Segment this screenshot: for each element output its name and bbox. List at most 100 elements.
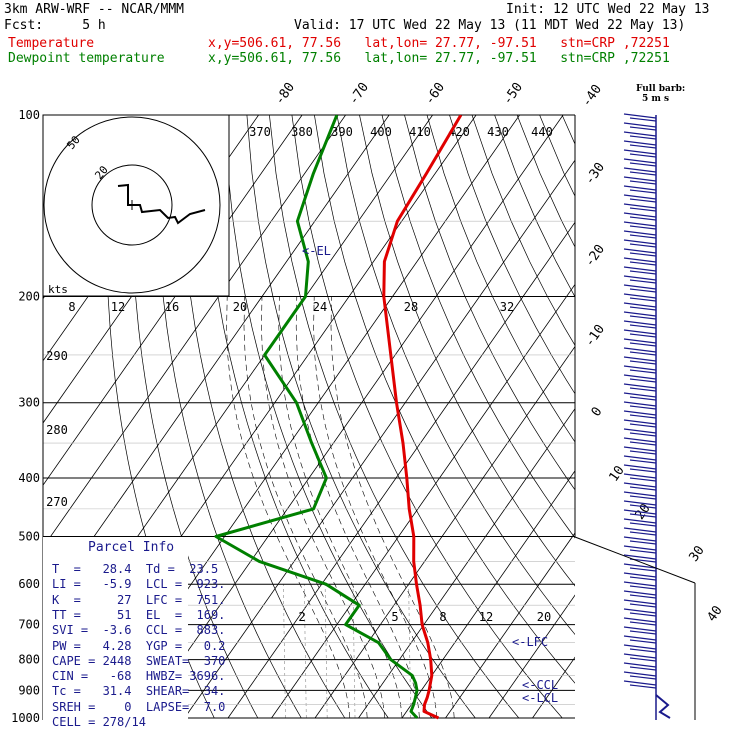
mixing-ratio-label: 12 [479, 610, 493, 624]
temperature-line [382, 115, 463, 720]
wind-barb [623, 185, 657, 194]
wind-barb [623, 392, 657, 401]
sounding-profiles [214, 115, 463, 720]
mixing-ratio-label: 20 [233, 300, 247, 314]
valid-time: Valid: 17 UTC Wed 22 May 13 (11 MDT Wed … [294, 18, 686, 33]
wind-barb [623, 554, 657, 563]
wind-barb [623, 293, 657, 302]
lfc-marker: <-LFC [512, 635, 548, 649]
isotherm-label: -50 [500, 80, 526, 108]
isotherm-label: -40 [579, 82, 605, 110]
isotherm-line [184, 159, 575, 719]
wind-barb [623, 176, 657, 185]
isotherm-line [488, 594, 575, 719]
mixing-ratio-line [283, 584, 286, 719]
level-markers: <-EL <-LFC <-CCL<-LCL [302, 244, 558, 705]
wind-barb [623, 500, 657, 509]
wind-barb [623, 194, 657, 203]
pressure-label-500: 500 [18, 529, 40, 543]
mixing-ratio-label: 5 [391, 610, 398, 624]
hodograph-trace [117, 183, 206, 225]
parcel-info-title: Parcel Info [88, 540, 175, 555]
wind-barb [623, 653, 657, 662]
wind-barb [623, 608, 657, 617]
parcel-info-row: CAPE = 2448 SWEAT= 370 [52, 653, 226, 668]
isotherm-label: -70 [346, 80, 372, 108]
isotherm-line [227, 221, 575, 719]
wind-barb [623, 230, 657, 239]
isotherm-line [271, 283, 575, 719]
wind-barb [623, 140, 657, 149]
mixing-ratio-line [303, 584, 307, 719]
parcel-info-row: CELL = 278/14 [52, 715, 146, 729]
wind-barb [623, 482, 657, 491]
wind-barb [623, 131, 657, 140]
moist-adiabat [278, 296, 403, 719]
isotherm-label: 0 [589, 404, 606, 419]
wind-barb [623, 455, 657, 464]
wind-barbs [623, 113, 671, 720]
wind-barb [623, 284, 657, 293]
wind-barb [623, 338, 657, 347]
barb-legend-line1: Full barb: [636, 84, 686, 94]
pressure-label-300: 300 [18, 396, 40, 410]
mixing-ratio-label: 28 [404, 300, 418, 314]
theta-label: 410 [409, 125, 431, 139]
hodograph-units: kts [48, 283, 68, 296]
barb-legend-line2: 5 m s [642, 94, 670, 104]
isotherm-label: -80 [272, 80, 298, 108]
isotherm-label: -60 [422, 80, 448, 108]
temperature-legend: Temperature [8, 36, 95, 51]
dry-adiabat [471, 115, 575, 347]
wind-barb [623, 518, 657, 527]
wind-barb [623, 626, 657, 635]
wind-barb [623, 410, 657, 419]
theta-label: 270 [46, 495, 68, 509]
parcel-info-row: PW = 4.28 YGP = 0.2 [52, 638, 226, 653]
pressure-label-1000: 1000 [11, 711, 40, 725]
wind-barb [623, 617, 657, 626]
mixing-ratio-label: 20 [537, 610, 551, 624]
wind-barb [623, 590, 657, 599]
wind-barb [623, 419, 657, 428]
wind-barb [623, 113, 657, 122]
theta-label: 380 [291, 125, 313, 139]
wind-barb [623, 635, 657, 644]
wind-barb [623, 545, 657, 554]
isotherm-line [314, 345, 575, 719]
isotherm-line [140, 115, 564, 719]
isotherm-label: 30 [686, 543, 707, 564]
dry-adiabat [201, 115, 389, 719]
wind-barb [623, 257, 657, 266]
wind-barb [623, 302, 657, 311]
theta-label: 400 [370, 125, 392, 139]
wind-barb [623, 671, 657, 680]
wind-barb [623, 203, 657, 212]
dry-adiabat [381, 115, 575, 539]
pressure-label-700: 700 [18, 618, 40, 632]
wind-barb [623, 536, 657, 545]
mixing-ratio-labels: 8 12 16 20 24 28 32 2 5 8 12 20 [68, 300, 551, 624]
pressure-label-100: 100 [18, 108, 40, 122]
theta-label: 290 [46, 349, 68, 363]
parcel-info-row: SVI = -3.6 CCL = 883. [52, 623, 226, 638]
dry-adiabat [426, 115, 575, 443]
wind-barb-low [655, 694, 671, 719]
pressure-label-800: 800 [18, 653, 40, 667]
mixing-ratio-line [408, 584, 411, 719]
wind-barb [623, 275, 657, 284]
dewpoint-location: x,y=506.61, 77.56 lat,lon= 27.77, -97.51… [208, 51, 670, 66]
wind-barb [623, 320, 657, 329]
wind-barb [623, 311, 657, 320]
theta-label: 390 [331, 125, 353, 139]
wind-barb [623, 428, 657, 437]
isotherm-line [401, 470, 575, 719]
pressure-label-900: 900 [18, 683, 40, 697]
mixing-ratio-label: 16 [165, 300, 179, 314]
parcel-info-row: LI = -5.9 LCL = 923. [52, 577, 226, 592]
parcel-info-row: Tc = 31.4 SHEAR= 34. [52, 684, 226, 699]
hodograph-ring-outer [43, 116, 221, 294]
wind-barb [623, 401, 657, 410]
mixing-ratio-label: 8 [68, 300, 75, 314]
